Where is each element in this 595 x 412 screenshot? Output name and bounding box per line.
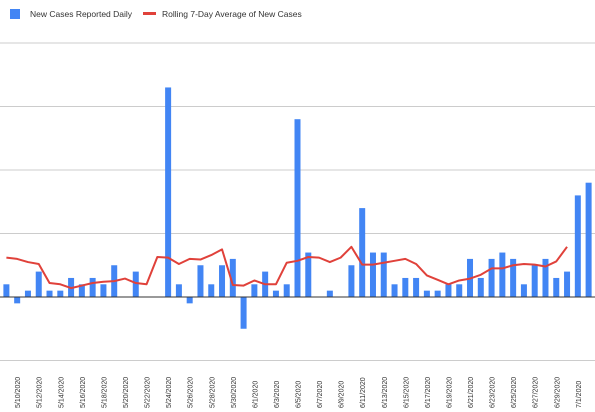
x-tick-label: 6/23/2020	[490, 377, 497, 408]
bar	[391, 284, 398, 297]
x-tick-label: 5/28/2020	[209, 377, 216, 408]
bar	[57, 290, 64, 297]
bar	[326, 290, 333, 297]
x-tick-label: 6/11/2020	[360, 377, 367, 408]
bar	[251, 284, 258, 297]
bar	[100, 284, 107, 297]
bar	[380, 252, 387, 297]
bar	[294, 119, 301, 297]
x-tick-label: 5/26/2020	[188, 377, 195, 408]
bar	[348, 265, 355, 297]
x-tick-label: 6/9/2020	[339, 381, 346, 408]
bar	[165, 87, 172, 297]
x-tick-label: 5/18/2020	[101, 377, 108, 408]
bar	[35, 271, 42, 297]
bar	[564, 271, 571, 297]
x-tick-label: 6/13/2020	[382, 377, 389, 408]
bar	[585, 182, 592, 297]
bar	[456, 284, 463, 297]
x-tick-label: 5/30/2020	[231, 377, 238, 408]
x-tick-label: 5/24/2020	[166, 377, 173, 408]
x-tick-label: 5/22/2020	[145, 377, 152, 408]
bar	[574, 195, 581, 297]
x-tick-label: 6/29/2020	[554, 377, 561, 408]
x-tick-label: 5/12/2020	[37, 377, 44, 408]
bar	[488, 258, 495, 297]
bar	[510, 258, 517, 297]
legend-label-line: Rolling 7-Day Average of New Cases	[162, 9, 302, 19]
x-tick-label: 6/19/2020	[446, 377, 453, 408]
bar	[499, 252, 506, 297]
x-tick-label: 6/27/2020	[533, 377, 540, 408]
x-tick-label: 5/20/2020	[123, 377, 130, 408]
bar	[434, 290, 441, 297]
bar	[305, 252, 312, 297]
bar	[78, 284, 85, 297]
legend: New Cases Reported Daily Rolling 7-Day A…	[10, 9, 302, 19]
line-series	[6, 245, 568, 290]
bar	[359, 208, 366, 297]
bar	[445, 284, 452, 297]
bar	[272, 290, 279, 297]
bar	[520, 284, 527, 297]
x-tick-label: 6/21/2020	[468, 377, 475, 408]
x-tick-label: 5/14/2020	[58, 377, 65, 408]
bar	[531, 265, 538, 297]
x-tick-label: 6/3/2020	[274, 381, 281, 408]
bar	[132, 271, 139, 297]
x-tick-label: 7/1/2020	[576, 381, 583, 408]
bar	[240, 297, 247, 329]
bar	[477, 277, 484, 297]
legend-label-bar: New Cases Reported Daily	[30, 9, 133, 19]
bar	[423, 290, 430, 297]
legend-swatch-bar	[10, 9, 20, 19]
bar	[542, 258, 549, 297]
bar	[14, 297, 21, 304]
bar	[89, 277, 96, 297]
bar	[46, 290, 53, 297]
bar	[175, 284, 182, 297]
x-tick-labels: 5/10/2020 5/12/2020 5/14/2020 5/16/2020 5/18…	[15, 377, 583, 408]
x-tick-label: 6/7/2020	[317, 381, 324, 408]
bar	[283, 284, 290, 297]
rolling-average-line	[6, 245, 568, 290]
bar	[229, 258, 236, 297]
bar	[186, 297, 193, 304]
bar-series	[3, 87, 592, 329]
bar	[369, 252, 376, 297]
bar	[402, 277, 409, 297]
bar	[413, 277, 420, 297]
x-tick-label: 6/1/2020	[252, 381, 259, 408]
bar	[197, 265, 204, 297]
x-tick-label: 6/5/2020	[296, 381, 303, 408]
bar	[3, 284, 10, 297]
x-tick-label: 6/15/2020	[403, 377, 410, 408]
x-tick-label: 5/10/2020	[15, 377, 22, 408]
x-tick-label: 6/25/2020	[511, 377, 518, 408]
bar	[553, 277, 560, 297]
bar	[219, 265, 226, 297]
x-tick-label: 5/16/2020	[80, 377, 87, 408]
bar	[208, 284, 215, 297]
bar	[24, 290, 31, 297]
x-tick-label: 6/17/2020	[425, 377, 432, 408]
legend-swatch-line	[143, 12, 156, 15]
